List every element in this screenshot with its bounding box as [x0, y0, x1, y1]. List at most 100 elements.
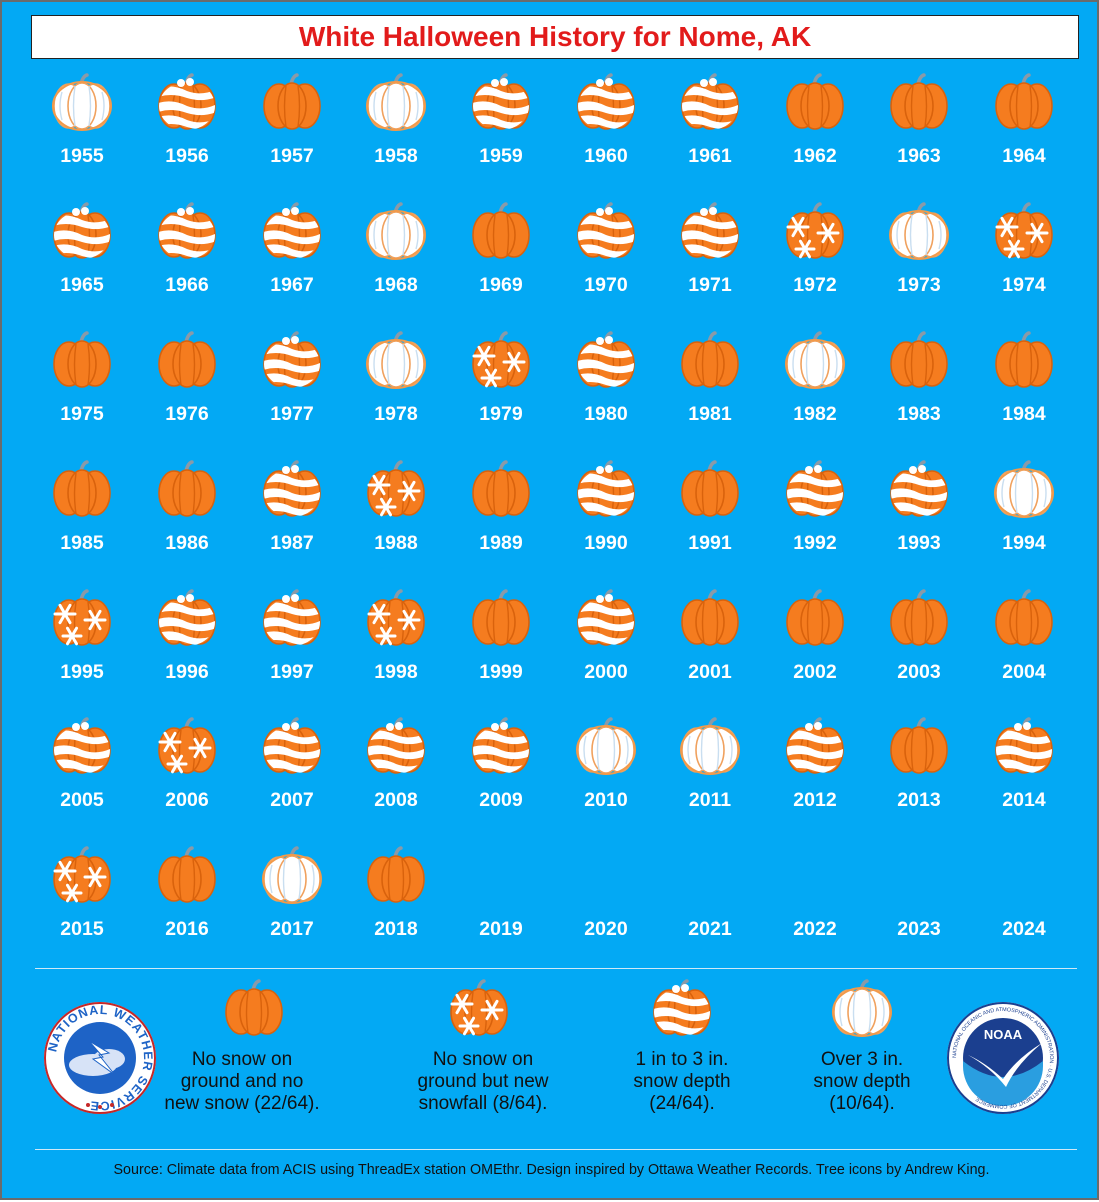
- title-box: White Halloween History for Nome, AK: [31, 15, 1079, 59]
- pumpkin-2002: [786, 589, 844, 646]
- pumpkin-1958: [366, 73, 426, 131]
- pumpkin-1978: [366, 331, 426, 389]
- year-label-1989: 1989: [479, 532, 523, 554]
- year-label-1987: 1987: [270, 532, 313, 554]
- pumpkin-1995: [53, 589, 111, 646]
- year-label-2012: 2012: [793, 789, 837, 811]
- pumpkin-2001: [681, 589, 739, 646]
- year-label-1996: 1996: [165, 661, 209, 683]
- year-label-2023: 2023: [897, 918, 941, 940]
- year-label-2009: 2009: [479, 789, 523, 811]
- year-label-1967: 1967: [270, 274, 313, 296]
- pumpkin-1990: [577, 460, 635, 517]
- pumpkin-1984: [995, 331, 1053, 388]
- pumpkin-2012: [786, 717, 844, 774]
- pumpkin-1964: [995, 73, 1053, 130]
- year-label-1995: 1995: [60, 661, 104, 683]
- pumpkin-1991: [681, 460, 739, 517]
- year-label-2003: 2003: [897, 661, 941, 683]
- pumpkin-1966: [158, 202, 216, 259]
- pumpkin-2006: [158, 717, 216, 774]
- year-label-1959: 1959: [479, 145, 523, 167]
- pumpkin-1980: [577, 331, 635, 388]
- year-label-1957: 1957: [270, 145, 313, 167]
- year-label-2005: 2005: [60, 789, 104, 811]
- pumpkin-1983: [890, 331, 948, 388]
- pumpkin-1998: [367, 589, 425, 646]
- noaa-logo-text: NOAA: [984, 1027, 1023, 1042]
- pumpkin-2000: [577, 589, 635, 646]
- pumpkin-2005: [53, 717, 111, 774]
- year-label-1955: 1955: [60, 145, 104, 167]
- year-label-1988: 1988: [374, 532, 418, 554]
- pumpkin-1981: [681, 331, 739, 388]
- year-label-2000: 2000: [584, 661, 628, 683]
- year-label-1961: 1961: [688, 145, 732, 167]
- pumpkin-2009: [472, 717, 530, 774]
- year-label-2022: 2022: [793, 918, 837, 940]
- pumpkin-1982: [785, 331, 845, 389]
- legend-icon-snowfall: [450, 979, 508, 1036]
- pumpkin-1957: [263, 73, 321, 130]
- year-label-2002: 2002: [793, 661, 837, 683]
- year-label-1981: 1981: [688, 403, 732, 425]
- pumpkin-2010: [576, 717, 636, 775]
- year-label-1960: 1960: [584, 145, 628, 167]
- year-label-1980: 1980: [584, 403, 628, 425]
- year-label-2013: 2013: [897, 789, 941, 811]
- divider-bottom: [35, 1149, 1077, 1150]
- year-label-1983: 1983: [897, 403, 941, 425]
- year-label-1982: 1982: [793, 403, 837, 425]
- year-label-2021: 2021: [688, 918, 732, 940]
- pumpkin-1973: [889, 202, 949, 260]
- pumpkin-2013: [890, 717, 948, 774]
- year-label-2010: 2010: [584, 789, 628, 811]
- year-label-2008: 2008: [374, 789, 418, 811]
- year-label-1984: 1984: [1002, 403, 1046, 425]
- pumpkin-2007: [263, 717, 321, 774]
- pumpkin-1963: [890, 73, 948, 130]
- year-label-1971: 1971: [688, 274, 732, 296]
- pumpkin-1971: [681, 202, 739, 259]
- pumpkin-1975: [53, 331, 111, 388]
- year-label-1994: 1994: [1002, 532, 1046, 554]
- year-label-1977: 1977: [270, 403, 313, 425]
- year-label-2018: 2018: [374, 918, 418, 940]
- year-label-1990: 1990: [584, 532, 628, 554]
- pumpkin-2008: [367, 717, 425, 774]
- legend-icon-none: [225, 979, 283, 1036]
- pumpkin-1985: [53, 460, 111, 517]
- pumpkin-1962: [786, 73, 844, 130]
- pumpkin-2015: [53, 846, 111, 903]
- year-label-1973: 1973: [897, 274, 941, 296]
- pumpkin-1960: [577, 73, 635, 130]
- year-label-1979: 1979: [479, 403, 523, 425]
- year-label-2004: 2004: [1002, 661, 1046, 683]
- year-label-1985: 1985: [60, 532, 104, 554]
- year-label-1978: 1978: [374, 403, 418, 425]
- year-label-2007: 2007: [270, 789, 313, 811]
- pumpkin-1994: [994, 460, 1054, 518]
- pumpkin-1956: [158, 73, 216, 130]
- year-label-2019: 2019: [479, 918, 523, 940]
- pumpkin-1989: [472, 460, 530, 517]
- pumpkin-1970: [577, 202, 635, 259]
- source-caption: Source: Climate data from ACIS using Thr…: [113, 1162, 990, 1178]
- year-label-1965: 1965: [60, 274, 104, 296]
- pumpkin-1955: [52, 73, 112, 131]
- pumpkin-1959: [472, 73, 530, 130]
- year-label-2015: 2015: [60, 918, 104, 940]
- pumpkin-2003: [890, 589, 948, 646]
- noaa-logo: NOAA NATIONAL OCEANIC AND ATMOSPHERIC AD…: [947, 1002, 1059, 1114]
- year-label-2001: 2001: [688, 661, 732, 683]
- year-label-1998: 1998: [374, 661, 418, 683]
- nws-logo: NATIONAL WEATHER SERVICE: [44, 1002, 156, 1114]
- year-label-1966: 1966: [165, 274, 209, 296]
- pumpkin-1972: [786, 202, 844, 259]
- pumpkin-1996: [158, 589, 216, 646]
- pumpkin-2011: [680, 717, 740, 775]
- pumpkin-2017: [262, 846, 322, 904]
- year-label-2017: 2017: [270, 918, 313, 940]
- year-label-1974: 1974: [1002, 274, 1046, 296]
